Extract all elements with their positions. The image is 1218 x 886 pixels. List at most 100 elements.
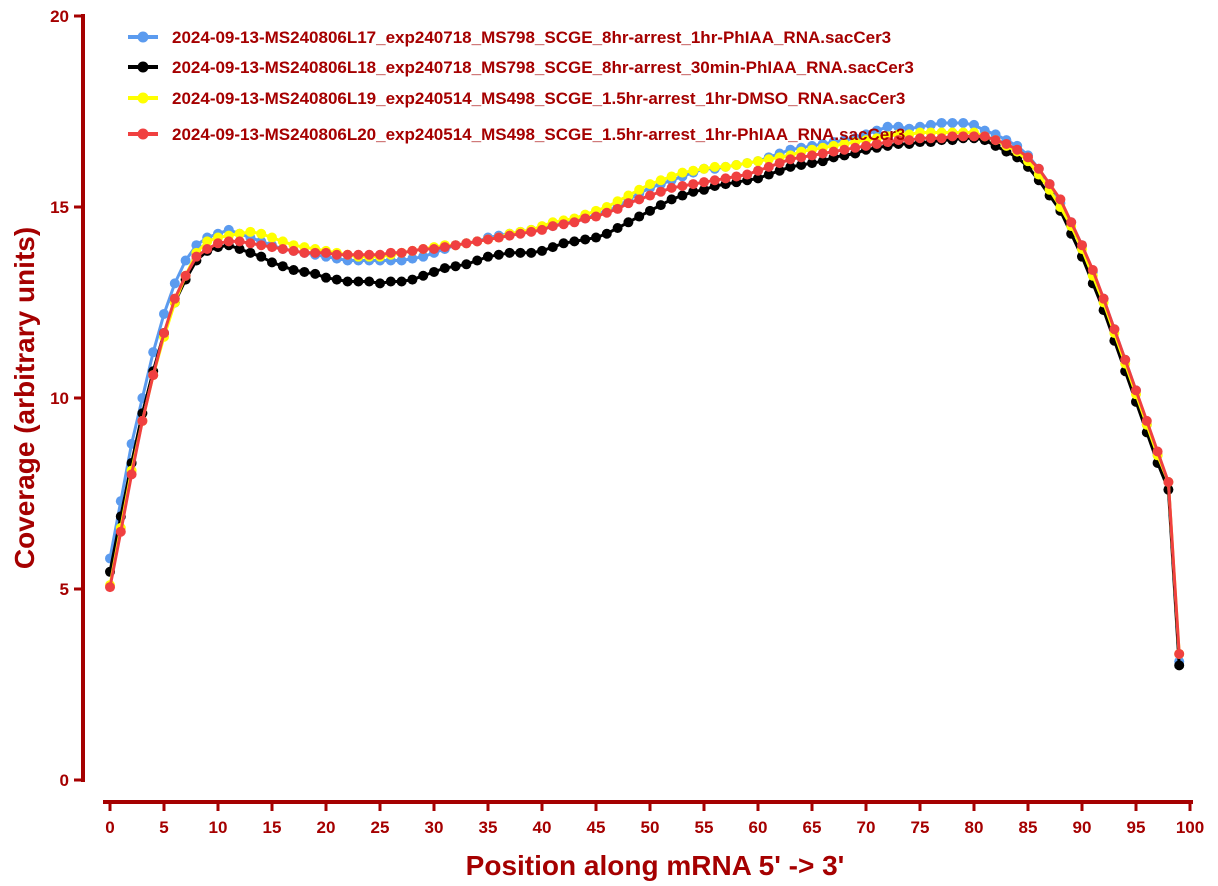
data-point (1055, 194, 1066, 205)
data-point (418, 251, 429, 262)
data-point (234, 228, 245, 239)
series-line (108, 134, 1181, 654)
data-point (655, 200, 666, 211)
data-point (850, 142, 861, 153)
data-point (688, 165, 699, 176)
data-point (1098, 293, 1109, 304)
data-point (461, 238, 472, 249)
data-point (256, 251, 267, 262)
data-point (256, 240, 267, 251)
legend-label: 2024-09-13-MS240806L18_exp240718_MS798_S… (172, 58, 914, 77)
data-point (353, 249, 364, 260)
data-point (385, 276, 396, 287)
legend-item: 2024-09-13-MS240806L17_exp240718_MS798_S… (128, 28, 891, 47)
data-point (407, 245, 418, 256)
data-point (483, 234, 493, 245)
data-point (742, 169, 753, 180)
data-point (904, 135, 915, 146)
data-point (148, 347, 159, 358)
data-point (180, 255, 191, 266)
data-point (569, 217, 580, 228)
data-point (623, 217, 634, 228)
data-point (202, 236, 213, 247)
data-point (677, 180, 688, 191)
x-tick-label: 100 (1176, 818, 1204, 837)
data-point (1012, 144, 1023, 155)
data-point (925, 133, 936, 144)
data-point (1044, 179, 1055, 190)
data-point (569, 236, 580, 247)
data-point (267, 242, 277, 253)
series-2 (105, 133, 1185, 671)
data-point (547, 221, 558, 232)
data-point (1174, 648, 1185, 659)
series-layer (105, 117, 1185, 671)
data-point (267, 257, 277, 268)
series-1 (105, 117, 1185, 667)
data-point (526, 247, 537, 258)
series-4 (105, 131, 1185, 659)
data-point (634, 184, 645, 195)
data-point (159, 308, 169, 319)
data-point (731, 159, 742, 170)
data-point (817, 148, 828, 159)
data-point (353, 276, 364, 287)
data-point (321, 272, 331, 283)
data-point (612, 223, 623, 234)
data-point (1152, 446, 1163, 457)
data-point (1174, 660, 1185, 671)
data-point (1077, 240, 1087, 251)
data-point (159, 328, 169, 339)
data-point (1001, 138, 1012, 149)
data-point (472, 236, 483, 247)
data-point (753, 173, 763, 184)
x-tick-label: 85 (1019, 818, 1038, 837)
data-point (515, 228, 526, 239)
data-point (429, 244, 439, 255)
data-point (655, 186, 666, 197)
data-point (493, 232, 504, 243)
data-point (677, 167, 688, 178)
y-tick-label: 5 (60, 580, 69, 599)
data-point (256, 228, 267, 239)
data-point (191, 251, 202, 262)
x-tick-label: 35 (479, 818, 498, 837)
data-point (331, 249, 342, 260)
data-point (915, 133, 925, 144)
data-point (763, 169, 774, 180)
data-point (245, 247, 256, 258)
x-tick-label: 30 (425, 818, 444, 837)
y-tick-label: 0 (60, 771, 69, 790)
data-point (893, 121, 904, 132)
x-tick-label: 20 (317, 818, 336, 837)
data-point (115, 526, 126, 537)
series-3 (105, 127, 1185, 659)
data-point (871, 138, 882, 149)
data-point (310, 268, 321, 279)
data-point (817, 156, 828, 167)
data-point (936, 133, 947, 144)
legend-swatch-marker (137, 31, 149, 43)
data-point (580, 213, 591, 224)
data-point (720, 173, 731, 184)
data-point (666, 171, 677, 182)
data-point (990, 135, 1001, 146)
data-point (969, 131, 979, 142)
data-point (375, 278, 385, 289)
data-point (709, 175, 720, 186)
data-point (396, 276, 407, 287)
x-tick-label: 80 (965, 818, 984, 837)
data-point (213, 238, 223, 249)
data-point (601, 228, 612, 239)
data-point (623, 190, 634, 201)
x-tick-label: 5 (159, 818, 168, 837)
data-point (677, 190, 688, 201)
x-tick-label: 15 (263, 818, 282, 837)
legend-item: 2024-09-13-MS240806L20_exp240514_MS498_S… (128, 125, 905, 144)
data-point (1066, 217, 1077, 228)
data-point (591, 211, 601, 222)
x-tick-label: 45 (587, 818, 606, 837)
data-point (439, 263, 450, 274)
y-axis-title: Coverage (arbitrary units) (9, 227, 40, 569)
y-tick-label: 15 (50, 198, 69, 217)
